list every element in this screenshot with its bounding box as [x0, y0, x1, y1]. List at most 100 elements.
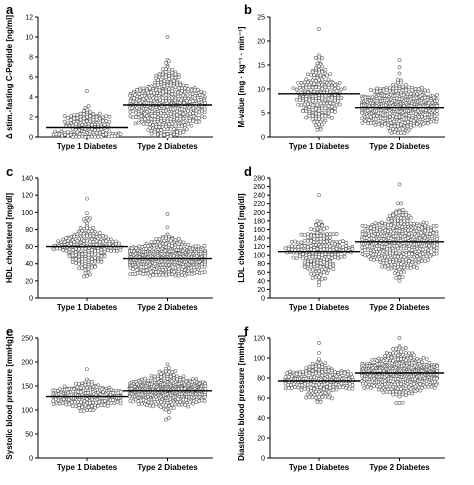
data-point [364, 381, 368, 386]
data-point [70, 260, 75, 264]
data-point [408, 387, 413, 391]
data-point [136, 115, 141, 120]
data-point [394, 83, 399, 88]
data-point [96, 236, 101, 241]
data-point [368, 88, 373, 92]
data-point [318, 399, 323, 404]
data-point [159, 405, 163, 409]
data-point [178, 400, 183, 404]
data-point [173, 369, 178, 373]
data-point [408, 262, 413, 267]
data-point [172, 373, 176, 377]
data-point [107, 120, 112, 124]
data-point [73, 250, 78, 254]
data-point [160, 72, 165, 77]
y-tick-label: 20 [257, 39, 265, 46]
data-point [412, 264, 416, 269]
data-point [81, 116, 86, 121]
data-point [96, 404, 101, 408]
data-point [313, 367, 318, 371]
data-point [331, 89, 336, 94]
data-point [416, 260, 421, 265]
data-point [160, 272, 165, 277]
data-point [331, 384, 336, 389]
data-point [416, 257, 421, 262]
data-point [151, 404, 155, 409]
data-point [148, 270, 153, 274]
data-point [405, 124, 410, 129]
data-point [404, 358, 408, 363]
data-point [101, 129, 105, 134]
y-tick-label: 280 [253, 176, 265, 183]
data-point [320, 114, 325, 118]
data-point [165, 83, 170, 88]
data-point [312, 81, 317, 86]
data-point [321, 240, 326, 244]
data-point [162, 376, 167, 381]
x-category-label: Type 2 Diabetes [137, 142, 198, 151]
y-tick-label: 250 [21, 336, 33, 343]
data-point [323, 68, 328, 72]
data-point [394, 389, 399, 394]
data-point [397, 71, 402, 76]
data-point [293, 239, 297, 244]
data-point [431, 95, 436, 100]
y-axis-label: Diastolic blood pressure [mmHg] [237, 335, 246, 461]
data-point [333, 241, 337, 246]
data-point [296, 244, 301, 249]
data-point [144, 403, 149, 408]
data-point [172, 132, 176, 137]
data-point [410, 87, 415, 92]
data-point [69, 114, 73, 118]
data-point [159, 375, 163, 379]
data-point [297, 98, 302, 102]
x-category-label: Type 1 Diabetes [57, 463, 118, 472]
data-point [344, 244, 348, 248]
data-point [165, 212, 170, 216]
data-point [78, 111, 83, 116]
data-point [400, 352, 405, 357]
data-point [320, 77, 325, 82]
data-point [97, 231, 102, 235]
data-point [66, 133, 70, 138]
y-tick-label: 120 [253, 336, 265, 343]
data-point [181, 130, 186, 135]
data-point [325, 247, 329, 252]
data-point [107, 114, 112, 119]
data-point [91, 117, 96, 122]
data-point [415, 254, 419, 259]
data-point [290, 386, 294, 390]
data-point [399, 221, 403, 226]
data-point [96, 134, 101, 139]
data-point [349, 372, 353, 376]
data-point [313, 107, 318, 111]
data-point [383, 354, 387, 358]
y-tick-label: 50 [25, 432, 33, 439]
data-point [175, 374, 179, 379]
data-point [309, 244, 313, 248]
series-points [51, 196, 123, 279]
data-point [157, 85, 162, 90]
data-point [426, 248, 431, 253]
data-point [181, 240, 186, 245]
data-point [183, 86, 187, 91]
data-point [317, 394, 321, 399]
data-point [394, 96, 399, 101]
data-point [189, 88, 194, 93]
data-point [432, 114, 437, 118]
data-point [178, 83, 183, 87]
data-point [318, 229, 323, 234]
data-point [172, 79, 176, 83]
data-point [301, 370, 305, 374]
data-point [317, 283, 321, 287]
data-point [184, 98, 189, 103]
x-category-label: Type 1 Diabetes [57, 142, 118, 151]
data-point [102, 403, 107, 408]
data-point [115, 133, 120, 138]
data-point [405, 129, 410, 134]
data-point [293, 385, 297, 389]
data-point [328, 244, 332, 249]
y-tick-label: 100 [21, 210, 33, 217]
data-point [136, 112, 141, 116]
data-point [89, 247, 94, 252]
